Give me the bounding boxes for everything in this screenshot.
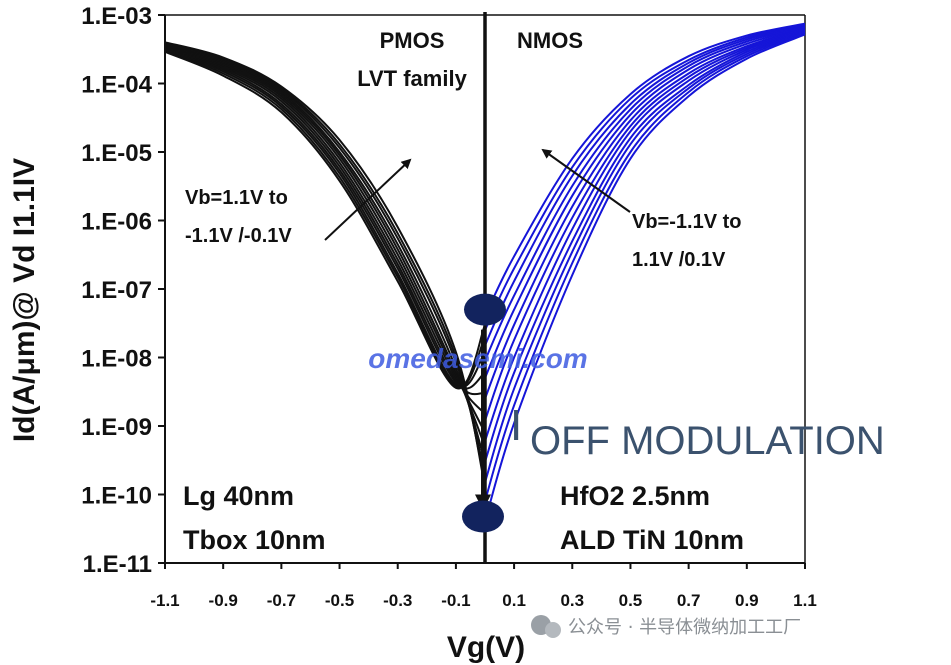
- x-axis-title: Vg(V): [447, 631, 525, 664]
- x-tick-label: 0.3: [560, 591, 584, 610]
- pmos-label: PMOS: [380, 28, 445, 53]
- y-tick-label: 1.E-10: [81, 483, 152, 510]
- pmos-curve: [164, 42, 486, 475]
- lg-note: Lg 40nm: [183, 481, 294, 511]
- x-tick-label: 0.5: [619, 591, 643, 610]
- nmos-curve: [484, 26, 806, 379]
- pmos-curve: [164, 49, 486, 389]
- curve-group: [164, 22, 806, 523]
- x-tick-label: -0.9: [209, 591, 238, 610]
- nmos-curve: [484, 30, 806, 463]
- pmos-curve: [164, 44, 486, 447]
- x-tick-label: -0.5: [325, 591, 354, 610]
- nmos-curve: [484, 23, 806, 331]
- y-axis-title: Id(A/μm)@ Vd I1.1IV: [8, 158, 41, 442]
- nmos-curve: [484, 32, 806, 502]
- x-tick-label: -1.1: [150, 591, 179, 610]
- y-tick-label: 1.E-09: [81, 414, 152, 441]
- x-tick-label: 0.7: [677, 591, 701, 610]
- footer-watermark: 公众号 · 半导体微纳加工工厂: [531, 615, 801, 638]
- pmos-curve: [164, 47, 486, 390]
- pmos-curve: [164, 45, 486, 434]
- pmos-vb-label-1: Vb=1.1V to: [185, 187, 288, 209]
- pmos-curve: [164, 42, 486, 483]
- x-tick-label: -0.3: [383, 591, 412, 610]
- pmos-family-label: LVT family: [357, 66, 467, 91]
- pmos-curve: [164, 48, 486, 389]
- nmos-curve: [484, 31, 806, 483]
- pmos-curve: [164, 46, 486, 415]
- nmos-curve: [484, 22, 806, 317]
- nmos-vb-label-1: Vb=-1.1V to: [632, 211, 741, 233]
- x-tick-label: -0.1: [441, 591, 470, 610]
- footer-watermark-text: 公众号 · 半导体微纳加工工厂: [568, 617, 801, 638]
- nmos-curve: [484, 27, 806, 400]
- nmos-curve: [484, 28, 806, 421]
- nmos-label: NMOS: [517, 28, 583, 53]
- ioff-label-i: I: [510, 401, 522, 450]
- nmos-curve: [484, 24, 806, 346]
- y-tick-label: 1.E-08: [81, 346, 152, 373]
- x-tick-label: 0.9: [735, 591, 759, 610]
- x-tick-label: -0.7: [267, 591, 296, 610]
- nmos-vb-arrow: [541, 148, 631, 213]
- y-tick-label: 1.E-06: [81, 209, 152, 236]
- x-tick-group: -1.1 -0.9 -0.7 -0.5 -0.3 -0.1 0.1 0.3 0.5 0.7 0.9 1…: [150, 563, 817, 610]
- y-tick-label: 1.E-11: [83, 551, 152, 578]
- x-tick-label: 0.1: [502, 591, 526, 610]
- y-tick-label: 1.E-03: [81, 3, 152, 30]
- ioff-bottom-marker: [462, 500, 504, 533]
- x-tick-label: 1.1: [793, 591, 817, 610]
- tbox-note: Tbox 10nm: [183, 525, 326, 555]
- pmos-curve: [164, 41, 486, 487]
- nmos-curve: [484, 29, 806, 442]
- pmos-vb-arrow: [324, 158, 412, 241]
- y-tick-group: 1.E-11 1.E-10 1.E-09 1.E-08 1.E-07 1.E-06 1.E-…: [81, 3, 165, 578]
- pmos-curve: [164, 43, 486, 463]
- pmos-curve: [164, 50, 486, 390]
- tin-note: ALD TiN 10nm: [560, 525, 744, 555]
- hfo2-note: HfO2 2.5nm: [560, 481, 710, 511]
- nmos-curve: [484, 33, 806, 523]
- wechat-icon: [531, 615, 561, 638]
- watermark-text: omedasemi.com: [368, 343, 587, 374]
- nmos-vb-label-2: 1.1V /0.1V: [632, 249, 726, 271]
- ioff-modulation-label: OFF MODULATION: [530, 419, 885, 463]
- y-tick-label: 1.E-05: [81, 140, 152, 167]
- y-tick-label: 1.E-04: [81, 72, 152, 99]
- pmos-vb-label-2: -1.1V /-0.1V: [185, 225, 292, 247]
- y-tick-label: 1.E-07: [81, 277, 152, 304]
- pmos-curve: [164, 47, 486, 396]
- ioff-top-marker: [464, 293, 506, 326]
- nmos-curve: [484, 25, 806, 362]
